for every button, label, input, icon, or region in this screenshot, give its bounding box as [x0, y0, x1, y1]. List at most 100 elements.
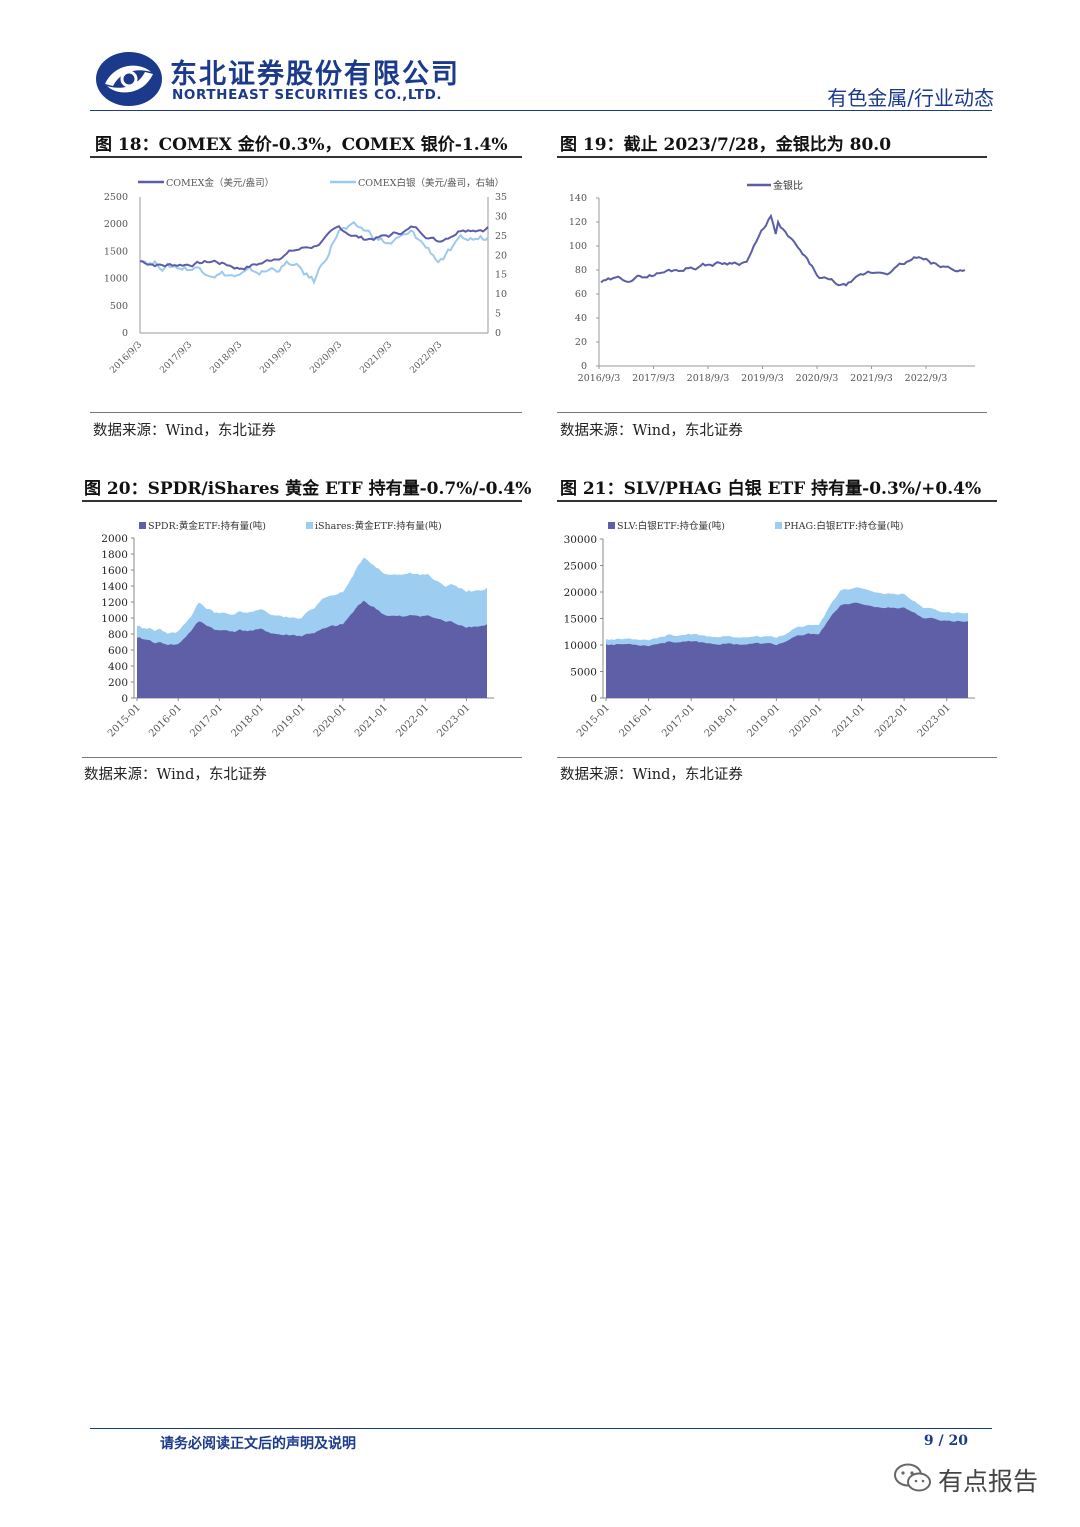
figure-20-top-rule — [82, 500, 522, 502]
legend-label-1: iShares:黄金ETF:持有量(吨) — [315, 520, 442, 532]
figure-18-source: 数据来源：Wind，东北证券 — [93, 423, 276, 439]
legend-label-0: COMEX金（美元/盎司） — [166, 177, 274, 189]
series-line-1 — [139, 220, 489, 286]
x-tick-label: 2019/9/3 — [258, 340, 294, 376]
y-tick-label: 120 — [569, 217, 587, 228]
figure-20-bottom-rule — [82, 757, 522, 758]
report-section: 有色金属/行业动态 — [827, 86, 994, 110]
legend-swatch-1 — [306, 522, 313, 529]
y-left-tick-label: 1000 — [104, 274, 128, 285]
company-logo — [95, 50, 495, 108]
header-divider — [90, 110, 992, 111]
footer-divider — [90, 1428, 992, 1429]
figure-21-source: 数据来源：Wind，东北证券 — [560, 767, 743, 783]
y-right-tick-label: 35 — [495, 192, 507, 203]
figure-19-source: 数据来源：Wind，东北证券 — [560, 423, 743, 439]
x-tick-label: 2022/9/3 — [905, 373, 948, 384]
y-tick-label: 30000 — [564, 534, 597, 546]
x-tick-label: 2016-01 — [618, 702, 655, 739]
y-right-tick-label: 30 — [495, 211, 507, 222]
area-slv — [606, 602, 968, 698]
x-tick-label: 2023-01 — [435, 702, 472, 739]
company-logo-icon — [96, 52, 162, 106]
legend-swatch-1 — [775, 522, 782, 529]
figure-21-top-rule — [557, 500, 997, 502]
legend-label-0: SPDR:黄金ETF:持有量(吨) — [148, 520, 266, 532]
x-tick-label: 2015-01 — [575, 702, 612, 739]
x-tick-label: 2021-01 — [353, 702, 390, 739]
figure-19-title: 图 19：截止 2023/7/28，金银比为 80.0 — [560, 135, 892, 155]
y-tick-label: 1400 — [101, 581, 128, 593]
x-tick-label: 2020/9/3 — [308, 340, 344, 376]
figure-19-bottom-rule — [557, 412, 987, 413]
figure-19-top-rule — [557, 156, 987, 158]
x-tick-label: 2018-01 — [229, 702, 266, 739]
y-tick-label: 1000 — [101, 613, 128, 625]
legend-label: 金银比 — [773, 179, 803, 192]
y-tick-label: 1800 — [101, 549, 128, 561]
y-tick-label: 140 — [569, 193, 587, 204]
watermark-text: 有点报告 — [938, 1467, 1039, 1496]
x-tick-label: 2016/9/3 — [578, 373, 621, 384]
x-tick-label: 2020/9/3 — [796, 373, 839, 384]
x-tick-label: 2021/9/3 — [850, 373, 893, 384]
y-tick-label: 1600 — [101, 565, 128, 577]
y-tick-label: 60 — [575, 289, 587, 300]
y-right-tick-label: 10 — [495, 289, 507, 300]
y-left-tick-label: 2500 — [104, 192, 128, 203]
figure-18-chart: COMEX金（美元/盎司） COMEX白银（美元/盎司，右轴） 0 500 1000 15… — [104, 177, 507, 376]
figure-20-chart: SPDR:黄金ETF:持有量(吨) iShares:黄金ETF:持有量(吨)020… — [101, 520, 494, 740]
x-tick-label: 2018-01 — [703, 702, 740, 739]
series-line-0 — [139, 224, 489, 271]
y-tick-label: 600 — [108, 645, 128, 657]
y-right-tick-label: 20 — [495, 250, 507, 261]
y-right-tick-label: 0 — [495, 328, 501, 339]
x-tick-label: 2016-01 — [147, 702, 184, 739]
y-left-tick-label: 500 — [110, 301, 128, 312]
figure-18-bottom-rule — [90, 412, 522, 413]
series-line-gold-silver-ratio — [600, 213, 966, 287]
figure-21-chart: SLV:白银ETF:持仓量(吨) PHAG:白银ETF:持仓量(吨) 0 5000 10… — [564, 520, 975, 740]
y-tick-label: 200 — [108, 677, 128, 689]
y-tick-label: 40 — [575, 313, 587, 324]
x-tick-label: 2019/9/3 — [741, 373, 784, 384]
y-tick-label: 10000 — [564, 640, 597, 652]
y-tick-label: 100 — [569, 241, 587, 252]
y-tick-label: 0 — [581, 361, 587, 372]
x-tick-label: 2022-01 — [873, 702, 910, 739]
legend-label-1: COMEX白银（美元/盎司，右轴） — [358, 177, 504, 189]
x-tick-label: 2016/9/3 — [108, 340, 144, 376]
x-tick-label: 2022/9/3 — [408, 340, 444, 376]
x-tick-label: 2021/9/3 — [358, 340, 394, 376]
x-tick-label: 2023-01 — [916, 702, 953, 739]
x-tick-label: 2017-01 — [660, 702, 697, 739]
figure-21-title: 图 21：SLV/PHAG 白银 ETF 持有量-0.3%/+0.4% — [560, 479, 982, 499]
legend-swatch-0 — [608, 522, 615, 529]
footer-disclaimer: 请务必阅读正文后的声明及说明 — [160, 1436, 356, 1452]
legend-label-0: SLV:白银ETF:持仓量(吨) — [617, 520, 725, 532]
y-left-tick-label: 1500 — [104, 246, 128, 257]
figure-20-source: 数据来源：Wind，东北证券 — [84, 767, 267, 783]
y-tick-label: 1200 — [101, 597, 128, 609]
y-tick-label: 80 — [575, 265, 587, 276]
figure-19-chart: 金银比 0 20 40 60 80 100 120 140 2016/9/3 2017/9/3 201… — [569, 179, 975, 384]
figure-18-top-rule — [90, 156, 522, 158]
y-tick-label: 800 — [108, 629, 128, 641]
x-tick-label: 2018/9/3 — [687, 373, 730, 384]
wechat-icon — [894, 1463, 931, 1492]
y-tick-label: 5000 — [570, 667, 597, 679]
x-tick-label: 2017-01 — [188, 702, 225, 739]
y-tick-label: 400 — [108, 661, 128, 673]
legend-swatch-0 — [139, 522, 146, 529]
figure-20-title: 图 20：SPDR/iShares 黄金 ETF 持有量-0.7%/-0.4% — [84, 479, 532, 499]
area-spdr — [137, 600, 487, 698]
y-tick-label: 20 — [575, 337, 587, 348]
x-tick-label: 2019-01 — [271, 702, 308, 739]
x-tick-label: 2022-01 — [394, 702, 431, 739]
y-left-tick-label: 2000 — [104, 219, 128, 230]
x-tick-label: 2018/9/3 — [208, 340, 244, 376]
x-tick-label: 2015-01 — [106, 702, 143, 739]
page-number: 9 / 20 — [923, 1433, 968, 1449]
x-tick-label: 2017/9/3 — [158, 340, 194, 376]
y-tick-label: 15000 — [564, 614, 597, 626]
